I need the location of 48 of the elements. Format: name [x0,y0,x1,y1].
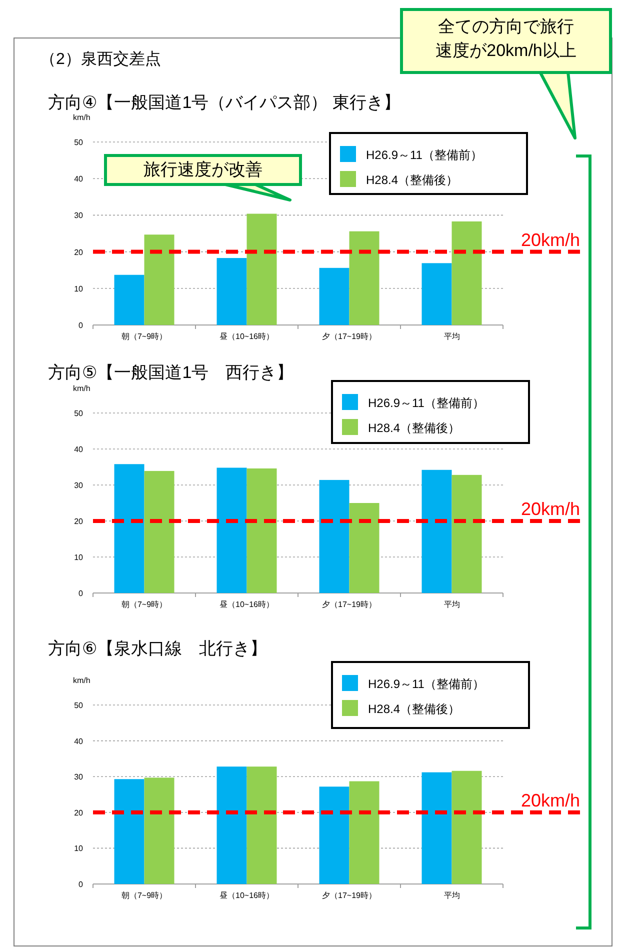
text: 全ての方向で旅行速度が20km/h以上 [400,8,612,74]
x-tick-label: 夕（17~19時） [322,600,376,609]
y-tick-label: 40 [74,445,84,454]
x-tick-label: 平均 [444,600,460,609]
x-tick-label: 昼（10~16時） [220,891,274,900]
annotation: 旅行速度が改善 [104,154,302,186]
text: （2）泉西交差点 [40,50,161,68]
y-tick-label: 30 [74,481,84,490]
x-tick-label: 平均 [444,332,460,341]
x-tick-label: 朝（7~9時） [121,891,168,900]
x-tick-label: 昼（10~16時） [220,600,274,609]
y-tick-label: 40 [74,174,84,184]
y-tick-label: 0 [78,321,84,330]
x-tick-label: 夕（17~19時） [322,332,376,341]
ref-line-label: 20km/h [520,790,580,810]
legend-label: H26.9～11（整備前） [368,677,484,691]
y-tick-label: 0 [78,880,84,889]
legend-label: H28.4（整備後） [368,702,460,716]
legend-label: H26.9～11（整備前） [368,396,484,410]
chart-title: 方向④【一般国道1号（バイパス部） 東行き】 [48,93,400,112]
y-axis-title: km/h [73,676,90,685]
x-tick-label: 朝（7~9時） [121,600,168,609]
chart-title: 方向⑥【泉水口線 北行き】 [48,639,268,658]
x-tick-label: 平均 [444,891,460,900]
y-axis-title: km/h [73,384,90,393]
y-tick-label: 50 [74,701,84,710]
y-tick-label: 40 [74,736,84,746]
x-tick-label: 夕（17~19時） [322,891,376,900]
y-tick-label: 30 [74,211,84,220]
y-tick-label: 20 [74,808,84,818]
y-tick-label: 10 [74,553,84,562]
ref-line-label: 20km/h [520,499,580,519]
ref-line-label: 20km/h [520,230,580,250]
x-tick-label: 昼（10~16時） [220,332,274,341]
y-tick-label: 20 [74,248,84,257]
chart-title: 方向⑤【一般国道1号 西行き】 [48,363,294,382]
y-tick-label: 50 [74,409,84,418]
y-tick-label: 0 [78,589,84,598]
y-tick-label: 20 [74,517,84,526]
y-tick-label: 30 [74,772,84,782]
y-tick-label: 50 [74,138,84,147]
legend-label: H26.9～11（整備前） [366,148,482,162]
x-tick-label: 朝（7~9時） [121,332,168,341]
y-axis-title: km/h [73,113,90,122]
legend-label: H28.4（整備後） [366,173,458,187]
y-tick-label: 10 [74,284,84,294]
y-tick-label: 10 [74,844,84,854]
legend-label: H28.4（整備後） [368,421,460,435]
